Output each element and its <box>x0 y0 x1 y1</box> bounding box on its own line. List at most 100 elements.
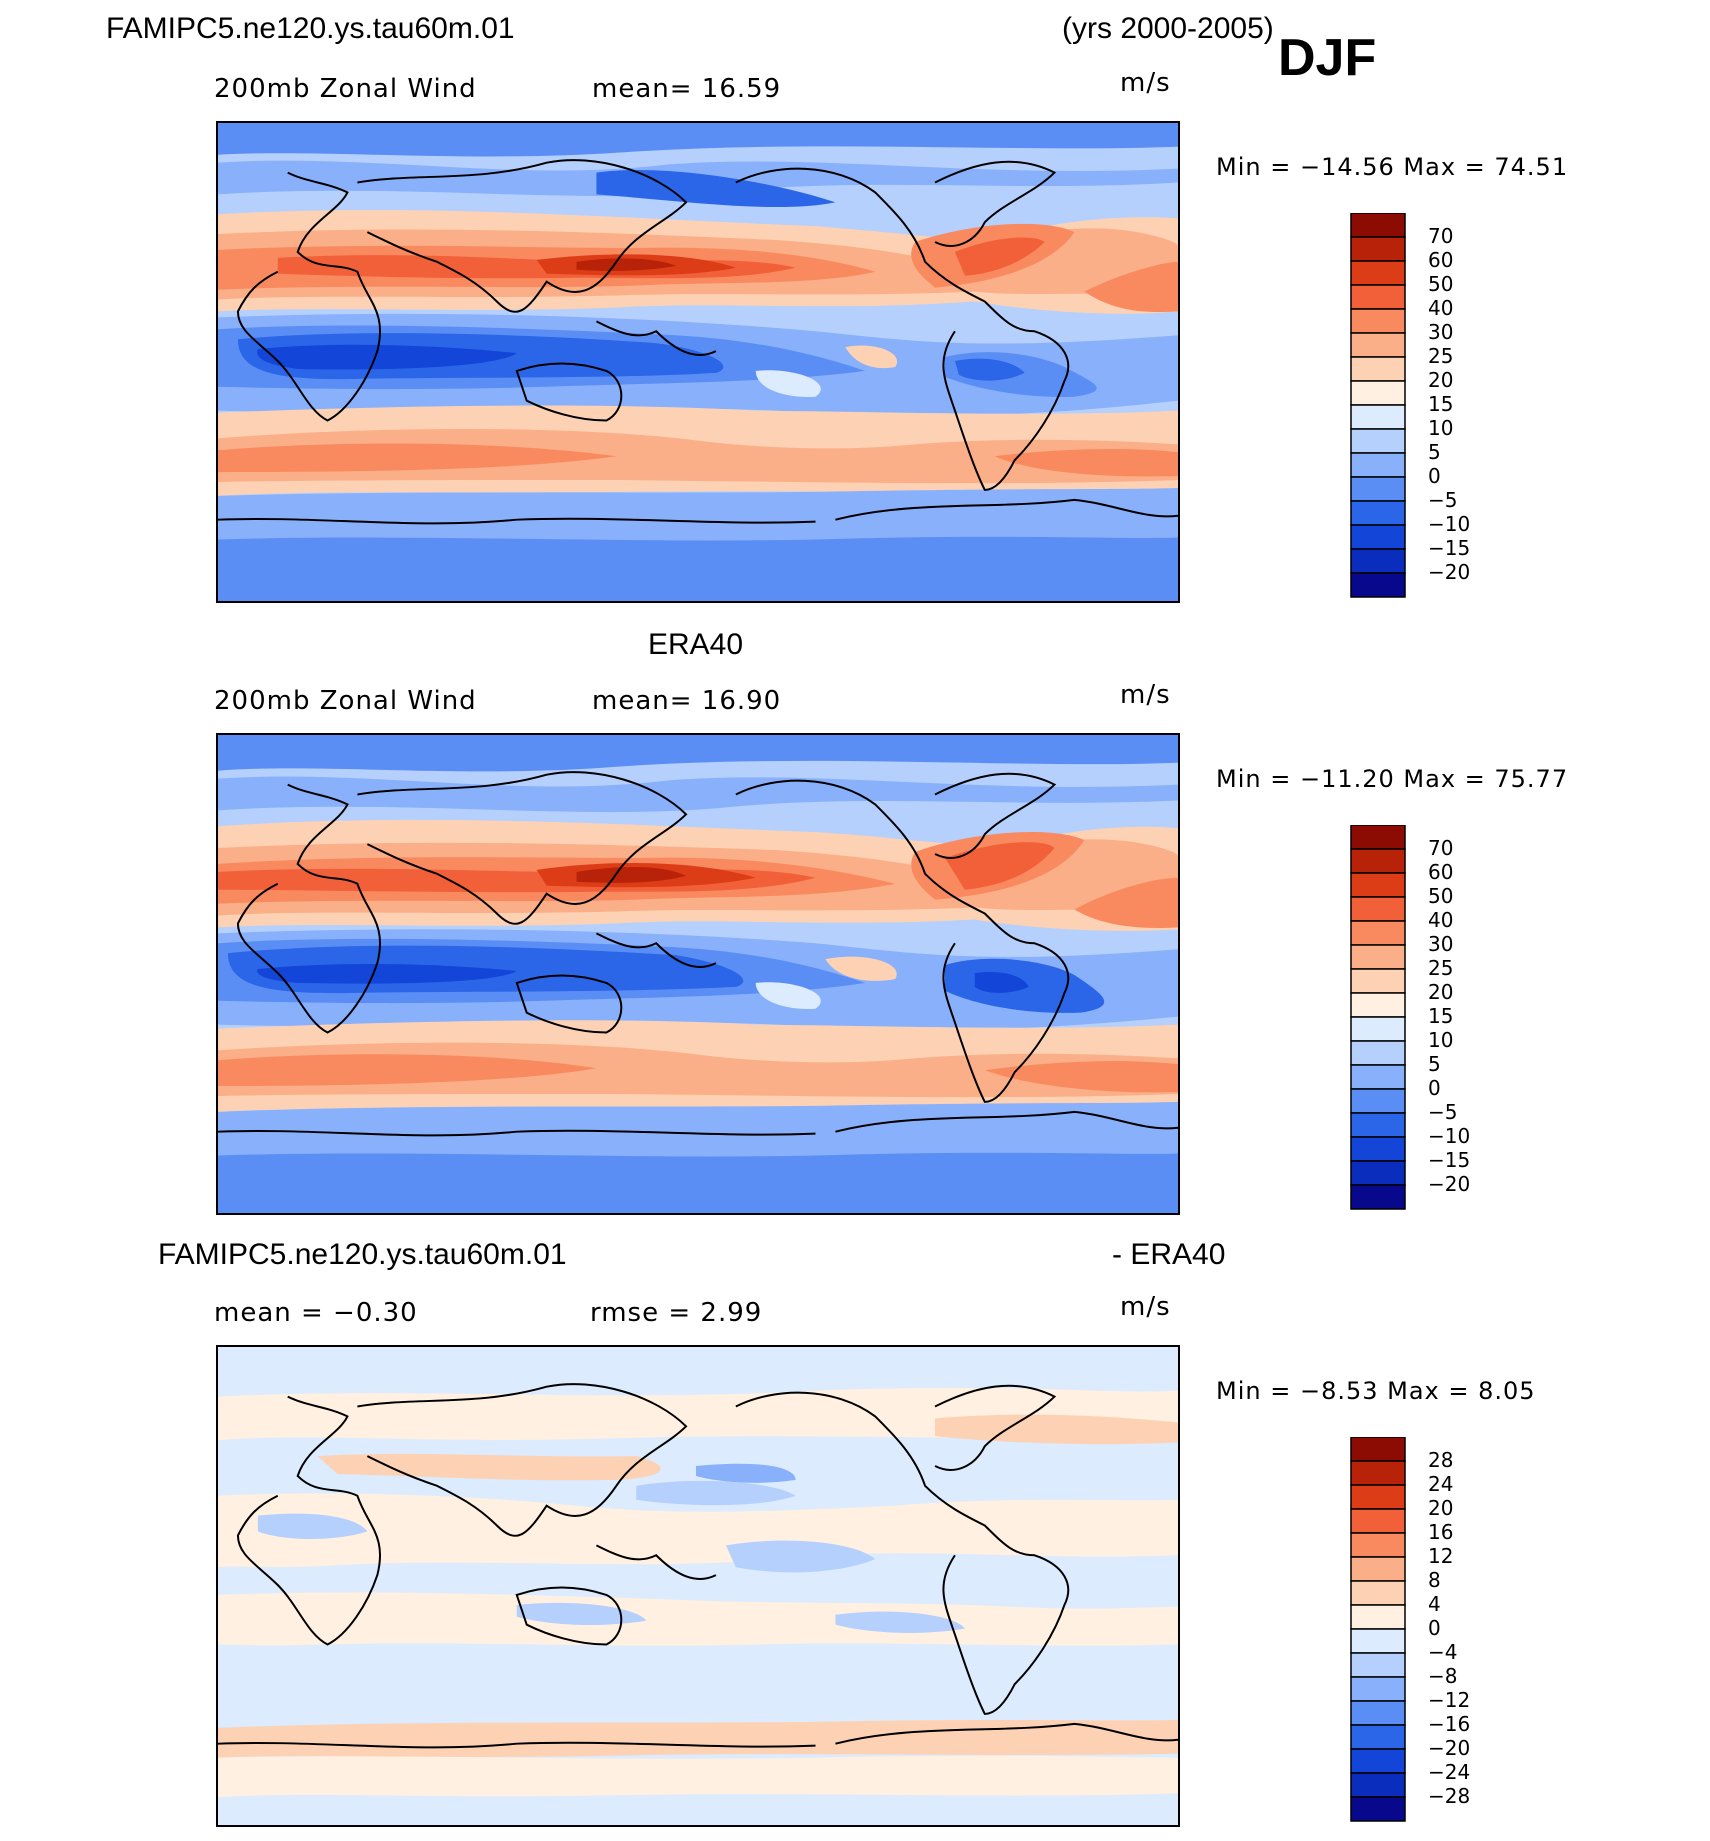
cb2-label: 15 <box>1428 1004 1454 1028</box>
colorbar-swatch <box>1350 1556 1406 1582</box>
cb3-label: −4 <box>1428 1640 1458 1664</box>
cb1-label: 70 <box>1428 224 1454 248</box>
case-title: FAMIPC5.ne120.ys.tau60m.01 <box>106 12 515 45</box>
cb1-label: 15 <box>1428 392 1454 416</box>
colorbar-swatch <box>1350 332 1406 358</box>
cb2-label: 30 <box>1428 932 1454 956</box>
cb2-label: 40 <box>1428 908 1454 932</box>
colorbar-swatch <box>1350 500 1406 526</box>
cb2-label: −10 <box>1428 1124 1471 1148</box>
cb3-label: −28 <box>1428 1784 1471 1808</box>
colorbar-swatch <box>1350 1532 1406 1558</box>
cb1-label: −5 <box>1428 488 1458 512</box>
panel2-title: ERA40 <box>648 628 744 661</box>
colorbar-swatch <box>1350 1040 1406 1066</box>
colorbar-swatch <box>1350 572 1406 598</box>
colorbar-swatch <box>1350 825 1406 850</box>
colorbar-swatch <box>1350 1460 1406 1486</box>
colorbar-swatch <box>1350 428 1406 454</box>
colorbar-swatch <box>1350 284 1406 310</box>
cb2-label: 60 <box>1428 860 1454 884</box>
panel2-map <box>216 733 1180 1215</box>
cb1-label: 25 <box>1428 344 1454 368</box>
years-label: (yrs 2000-2005) <box>1062 12 1274 45</box>
colorbar-swatch <box>1350 1088 1406 1114</box>
panel3-units: m/s <box>1120 1292 1171 1322</box>
colorbar-swatch <box>1350 260 1406 286</box>
colorbar-swatch <box>1350 1580 1406 1606</box>
colorbar-swatch <box>1350 992 1406 1018</box>
colorbar-swatch <box>1350 1796 1406 1822</box>
colorbar-swatch <box>1350 476 1406 502</box>
panel1-units: m/s <box>1120 68 1171 98</box>
cb1-label: 30 <box>1428 320 1454 344</box>
panel1-mean: mean= 16.59 <box>592 74 782 104</box>
cb1-label: 50 <box>1428 272 1454 296</box>
colorbar-swatch <box>1350 944 1406 970</box>
panel1-colorbar <box>1350 213 1406 598</box>
panel2-units: m/s <box>1120 680 1171 710</box>
colorbar-swatch <box>1350 1112 1406 1138</box>
colorbar-swatch <box>1350 896 1406 922</box>
cb3-label: 24 <box>1428 1472 1454 1496</box>
cb2-label: 20 <box>1428 980 1454 1004</box>
colorbar-swatch <box>1350 872 1406 898</box>
cb3-label: 0 <box>1428 1616 1441 1640</box>
colorbar-swatch <box>1350 1772 1406 1798</box>
cb3-label: 12 <box>1428 1544 1454 1568</box>
colorbar-swatch <box>1350 1748 1406 1774</box>
cb3-label: −20 <box>1428 1736 1471 1760</box>
colorbar-swatch <box>1350 1604 1406 1630</box>
colorbar-swatch <box>1350 1628 1406 1654</box>
cb1-label: 40 <box>1428 296 1454 320</box>
panel3-min-max: Min = −8.53 Max = 8.05 <box>1216 1377 1536 1405</box>
panel3-colorbar <box>1350 1437 1406 1822</box>
cb1-label: −20 <box>1428 560 1471 584</box>
panel3-colorbar-swatches <box>1350 1437 1406 1822</box>
cb1-label: 0 <box>1428 464 1441 488</box>
colorbar-swatch <box>1350 452 1406 478</box>
cb2-label: 50 <box>1428 884 1454 908</box>
cb2-label: 25 <box>1428 956 1454 980</box>
colorbar-swatch <box>1350 848 1406 874</box>
colorbar-swatch <box>1350 380 1406 406</box>
panel2-variable: 200mb Zonal Wind <box>214 686 477 716</box>
colorbar-swatch <box>1350 1508 1406 1534</box>
colorbar-swatch <box>1350 1184 1406 1210</box>
colorbar-swatch <box>1350 968 1406 994</box>
cb1-label: 5 <box>1428 440 1441 464</box>
colorbar-swatch <box>1350 1160 1406 1186</box>
cb2-label: 5 <box>1428 1052 1441 1076</box>
cb2-label: −20 <box>1428 1172 1471 1196</box>
panel3-title-left: FAMIPC5.ne120.ys.tau60m.01 <box>158 1238 567 1271</box>
season-label: DJF <box>1278 29 1377 87</box>
panel2-colorbar-swatches <box>1350 825 1406 1210</box>
cb3-label: 8 <box>1428 1568 1441 1592</box>
colorbar-swatch <box>1350 548 1406 574</box>
colorbar-swatch <box>1350 1652 1406 1678</box>
colorbar-swatch <box>1350 1437 1406 1462</box>
cb3-label: −8 <box>1428 1664 1458 1688</box>
colorbar-swatch <box>1350 920 1406 946</box>
cb1-label: 10 <box>1428 416 1454 440</box>
cb1-label: 60 <box>1428 248 1454 272</box>
cb2-label: 70 <box>1428 836 1454 860</box>
panel1-variable: 200mb Zonal Wind <box>214 74 477 104</box>
panel1-map <box>216 121 1180 603</box>
panel3-mean: mean = −0.30 <box>214 1298 418 1328</box>
cb3-label: 20 <box>1428 1496 1454 1520</box>
panel3-map <box>216 1345 1180 1827</box>
colorbar-swatch <box>1350 1016 1406 1042</box>
colorbar-swatch <box>1350 1484 1406 1510</box>
cb3-label: −24 <box>1428 1760 1471 1784</box>
colorbar-swatch <box>1350 213 1406 238</box>
colorbar-swatch <box>1350 1700 1406 1726</box>
panel1-colorbar-swatches <box>1350 213 1406 598</box>
cb2-label: 10 <box>1428 1028 1454 1052</box>
colorbar-swatch <box>1350 1724 1406 1750</box>
colorbar-swatch <box>1350 308 1406 334</box>
panel2-min-max: Min = −11.20 Max = 75.77 <box>1216 765 1569 793</box>
colorbar-swatch <box>1350 356 1406 382</box>
colorbar-swatch <box>1350 404 1406 430</box>
cb1-label: −10 <box>1428 512 1471 536</box>
